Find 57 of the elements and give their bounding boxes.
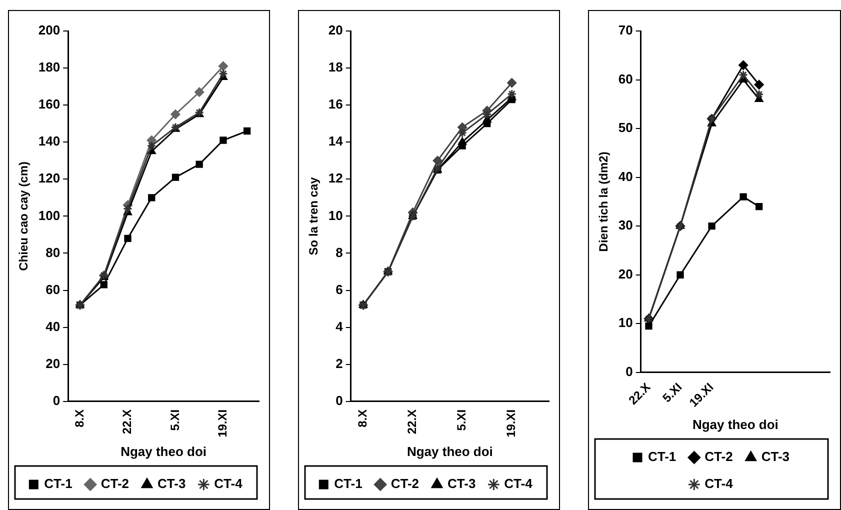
y-tick-label: 50	[618, 120, 633, 136]
y-tick-label: 10	[328, 208, 343, 223]
legend-label: CT-1	[334, 476, 362, 492]
x-tick-label: 5.XI	[660, 380, 685, 406]
y-tick-label: 120	[38, 170, 60, 186]
x-axis-title: Ngay theo doi	[692, 416, 778, 432]
x-axis-title: Ngay theo doi	[406, 444, 493, 459]
legend-label: CT-4	[704, 476, 734, 492]
legend-label: CT-3	[448, 476, 476, 492]
x-tick-label: 22.X	[405, 409, 420, 434]
legend-label: CT-3	[158, 476, 186, 492]
y-tick-label: 4	[336, 318, 344, 334]
y-tick-label: 200	[38, 22, 60, 38]
y-tick-label: 8	[336, 244, 343, 260]
y-tick-label: 0	[336, 392, 343, 408]
y-tick-label: 16	[328, 96, 343, 112]
y-tick-label: 30	[618, 218, 633, 233]
y-tick-label: 180	[38, 60, 60, 75]
legend-label: CT-1	[648, 449, 676, 464]
y-tick-label: 80	[46, 244, 60, 260]
x-tick-label: 8.X	[356, 409, 370, 428]
legend-label: CT-4	[214, 476, 244, 492]
x-tick-label: 19.XI	[216, 409, 230, 438]
y-tick-label: 100	[38, 208, 60, 223]
y-axis-title: Dien tich la (dm2)	[596, 152, 611, 252]
y-tick-label: 40	[618, 168, 633, 184]
x-tick-label: 19.XI	[504, 409, 518, 438]
y-tick-label: 20	[618, 266, 633, 282]
legend-label: CT-2	[704, 449, 733, 464]
y-tick-label: 6	[336, 282, 343, 297]
y-axis-title: Chieu cao cay (cm)	[16, 162, 31, 271]
x-tick-label: 8.X	[72, 409, 86, 428]
y-tick-label: 20	[46, 356, 60, 371]
legend-label: CT-2	[390, 476, 419, 492]
x-tick-label: 5.XI	[454, 409, 469, 431]
x-tick-label: 22.X	[120, 409, 134, 434]
y-tick-label: 0	[52, 392, 60, 408]
y-tick-label: 20	[328, 22, 343, 38]
x-tick-label: 5.XI	[168, 409, 182, 431]
legend-label: CT-1	[44, 476, 72, 492]
y-tick-label: 10	[618, 315, 633, 330]
x-axis-title: Ngay theo doi	[120, 444, 207, 459]
y-tick-label: 40	[46, 318, 60, 334]
y-tick-label: 160	[38, 96, 60, 112]
legend-label: CT-4	[504, 476, 534, 492]
y-tick-label: 140	[38, 134, 60, 149]
y-tick-label: 18	[328, 60, 343, 75]
y-tick-label: 60	[618, 71, 633, 86]
y-tick-label: 14	[328, 134, 344, 149]
y-tick-label: 12	[328, 170, 343, 186]
y-tick-label: 2	[336, 356, 343, 371]
y-tick-label: 70	[618, 22, 633, 38]
legend-label: CT-3	[761, 449, 790, 464]
y-tick-label: 60	[46, 282, 60, 297]
legend-label: CT-2	[100, 476, 129, 492]
y-tick-label: 0	[626, 364, 633, 379]
y-axis-title: So la tren cay	[306, 176, 321, 256]
